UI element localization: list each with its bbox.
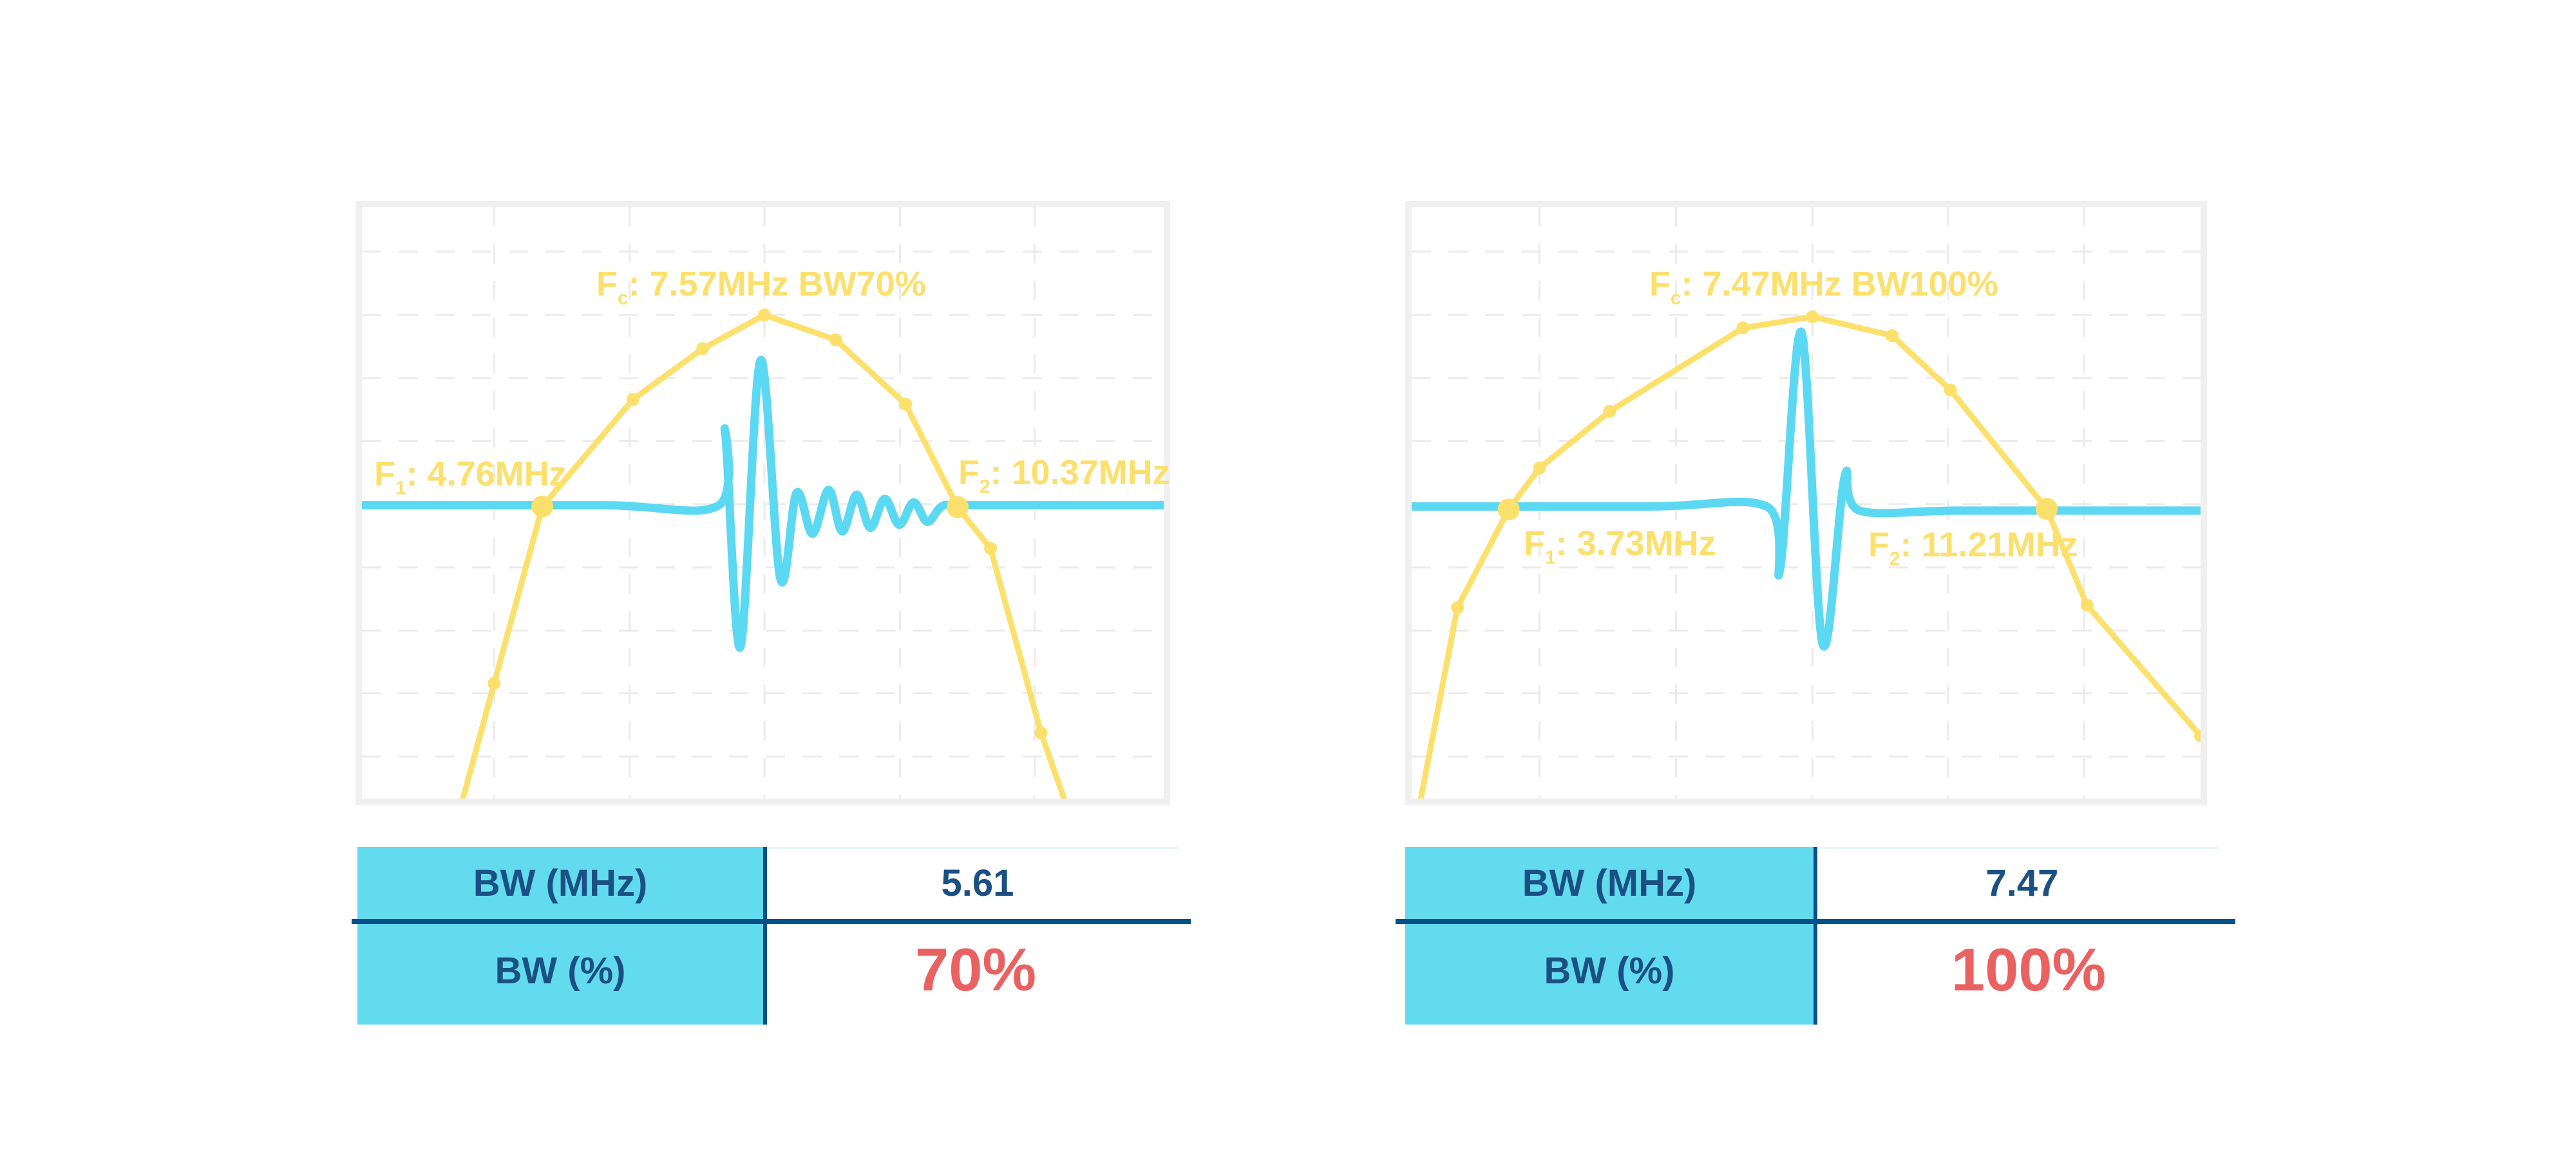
spectrum-marker <box>1806 310 1819 323</box>
spectrum-marker <box>696 342 710 355</box>
left-f2-prefix: F <box>958 453 980 492</box>
spectrum-marker <box>1603 404 1616 418</box>
left-f1-annotation: F1: 4.76MHz <box>374 457 567 498</box>
spectrum-marker <box>899 397 913 411</box>
right-fc-annotation: Fc: 7.47MHz BW100% <box>1649 267 1998 308</box>
left-table-bw-pct-value: 70% <box>914 936 1037 1003</box>
left-f1-subscript: 1 <box>395 477 406 499</box>
right-table-bw-pct-label: BW (%) <box>1544 950 1675 992</box>
right-table-column-divider <box>1814 847 1817 1025</box>
spectrum-marker <box>757 308 771 322</box>
spectrum-marker <box>2080 598 2094 612</box>
right-f1-subscript: 1 <box>1545 547 1556 569</box>
left-fc-subscript: c <box>618 287 629 309</box>
right-f2-annotation: F2: 11.21MHz <box>1868 527 2078 569</box>
left-f1-text: : 4.76MHz <box>406 454 567 493</box>
right-table-header-column <box>1405 847 1814 1025</box>
right-plot-frame <box>1405 201 2207 805</box>
spectrum-marker <box>626 393 639 406</box>
bandwidth-edge-marker <box>1497 498 1520 521</box>
right-table-top-border <box>1817 847 2219 849</box>
left-fc-prefix: F <box>596 264 618 303</box>
left-fc-annotation: Fc: 7.57MHz BW70% <box>596 267 926 308</box>
right-plot-svg <box>1412 207 2201 799</box>
right-f1-text: : 3.73MHz <box>1555 524 1716 563</box>
bandwidth-edge-marker <box>2036 498 2058 520</box>
spectrum-marker <box>1736 321 1750 335</box>
spectrum-marker <box>1451 601 1464 614</box>
bandwidth-edge-marker <box>531 495 554 518</box>
left-f1-prefix: F <box>374 454 395 493</box>
spectrum-marker <box>2194 729 2201 743</box>
left-table-bw-pct-label: BW (%) <box>495 950 626 992</box>
left-table-bw-mhz-label: BW (MHz) <box>473 862 648 904</box>
left-f2-subscript: 2 <box>980 476 990 498</box>
left-table-row-divider <box>352 919 1191 924</box>
left-table-column-divider <box>763 847 767 1025</box>
spectrum-curve <box>1417 314 2201 799</box>
left-table-top-border <box>767 847 1179 849</box>
spectrum-marker <box>1944 383 1957 397</box>
spectrum-marker <box>1886 329 1899 343</box>
right-f2-subscript: 2 <box>1889 548 1900 570</box>
pulse-waveform <box>1412 327 2201 651</box>
spectrum-marker <box>1533 461 1546 475</box>
right-f1-annotation: F1: 3.73MHz <box>1524 526 1716 567</box>
spectrum-marker <box>488 676 501 690</box>
spectrum-marker <box>984 542 998 555</box>
left-table-header-column <box>357 847 763 1025</box>
right-fc-text: : 7.47MHz BW100% <box>1681 264 1998 303</box>
spectrum-marker <box>1034 726 1048 740</box>
left-table-bw-mhz-value: 5.61 <box>941 862 1014 904</box>
pulse-waveform <box>362 356 1164 652</box>
right-fc-subscript: c <box>1671 287 1681 309</box>
left-plot-frame <box>355 201 1170 805</box>
right-table-bw-mhz-label: BW (MHz) <box>1522 862 1697 904</box>
spectrum-marker <box>829 333 842 346</box>
left-fc-text: : 7.57MHz BW70% <box>628 264 926 303</box>
left-plot-svg <box>362 207 1164 799</box>
bandwidth-edge-marker <box>947 496 969 518</box>
right-fc-prefix: F <box>1649 264 1671 303</box>
right-f2-prefix: F <box>1868 525 1889 564</box>
right-f2-text: : 11.21MHz <box>1900 525 2078 564</box>
right-table-bw-pct-value: 100% <box>1951 936 2107 1003</box>
left-f2-annotation: F2: 10.37MHz <box>958 455 1170 497</box>
right-f1-prefix: F <box>1524 524 1545 563</box>
right-table-bw-mhz-value: 7.47 <box>1985 862 2059 904</box>
spectrum-curve <box>460 312 1068 799</box>
left-f2-text: : 10.37MHz <box>990 453 1170 492</box>
